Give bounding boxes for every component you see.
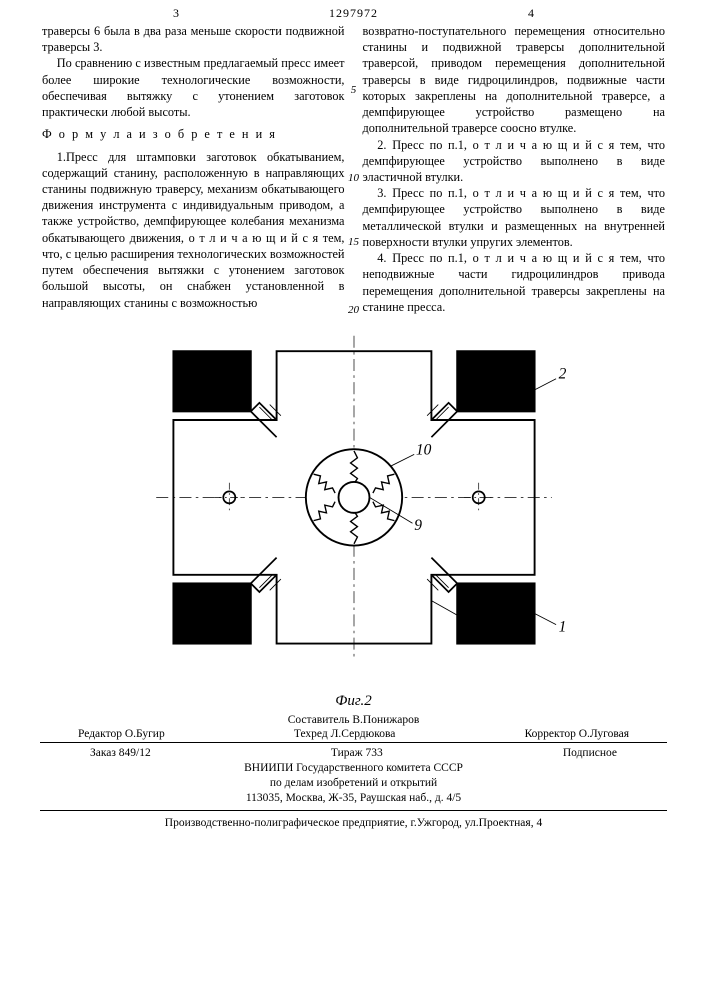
publication-info: Заказ 849/12 Тираж 733 Подписное ВНИИПИ … [0, 745, 707, 808]
line-number: 20 [345, 303, 363, 318]
credits-block: Составитель В.Понижаров Редактор О.Бугир… [0, 710, 707, 740]
tech-credit: Техред Л.Сердюкова [294, 728, 396, 740]
claim: 1.Пресс для штамповки заготовок обкатыва… [42, 149, 345, 311]
line-number: 5 [345, 83, 363, 98]
compiler-label: Составитель [288, 714, 350, 726]
footer: Производственно-полиграфическое предприя… [0, 813, 707, 833]
claim: 3. Пресс по п.1, о т л и ч а ю щ и й с я… [363, 185, 666, 250]
left-column: траверсы 6 была в два раза меньше скорос… [42, 23, 345, 315]
paragraph: траверсы 6 была в два раза меньше скорос… [42, 23, 345, 55]
callout-9: 9 [414, 517, 422, 534]
organization-line1: ВНИИПИ Государственного комитета СССР [60, 761, 647, 776]
callout-2: 2 [558, 366, 566, 383]
compiler-name: В.Понижаров [352, 714, 419, 726]
printer-info: Производственно-полиграфическое предприя… [165, 817, 542, 829]
claims-heading: Ф о р м у л а и з о б р е т е н и я [42, 126, 345, 142]
left-column-number: 3 [173, 6, 179, 21]
text-columns: 5 10 15 20 траверсы 6 была в два раза ме… [0, 23, 707, 315]
figure-label: Фиг.2 [335, 693, 371, 710]
divider [40, 810, 667, 811]
order-number: Заказ 849/12 [90, 747, 151, 759]
claim: 2. Пресс по п.1, о т л и ч а ю щ и й с я… [363, 137, 666, 186]
document-number: 1297972 [329, 6, 378, 21]
right-column: возвратно-поступательного перемещения от… [363, 23, 666, 315]
callout-1: 1 [558, 618, 566, 635]
paragraph: возвратно-поступательного перемещения от… [363, 23, 666, 137]
figure-svg: 2 1 6 9 10 [139, 321, 569, 691]
page-header: 3 1297972 4 [0, 0, 707, 23]
line-number: 15 [345, 235, 363, 250]
claim: 4. Пресс по п.1, о т л и ч а ю щ и й с я… [363, 250, 666, 315]
callout-10: 10 [415, 441, 431, 458]
paragraph: По сравнению с известным предлагаемый пр… [42, 55, 345, 120]
right-column-number: 4 [528, 6, 534, 21]
print-run: Тираж 733 [331, 747, 383, 759]
subscription: Подписное [563, 747, 617, 759]
figure: 2 1 6 9 10 Фиг.2 [0, 321, 707, 710]
organization-line2: по делам изобретений и открытий [60, 776, 647, 791]
organization-address: 113035, Москва, Ж-35, Раушская наб., д. … [60, 791, 647, 806]
proof-credit: Корректор О.Луговая [525, 728, 629, 740]
editor-credit: Редактор О.Бугир [78, 728, 165, 740]
divider [40, 742, 667, 743]
callout-6: 6 [460, 610, 468, 627]
line-number: 10 [345, 171, 363, 186]
